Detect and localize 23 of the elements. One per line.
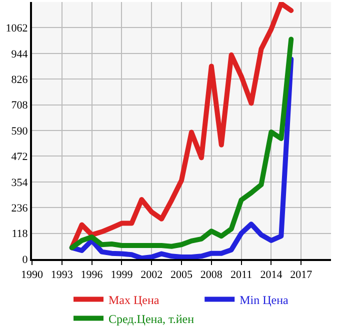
y-tick-label: 472 [11, 151, 28, 164]
x-tick-label: 2014 [260, 269, 283, 282]
y-tick-label: 590 [11, 125, 28, 138]
x-tick-label: 1993 [50, 269, 74, 282]
y-tick-label: 0 [22, 254, 28, 266]
y-tick-label: 826 [11, 74, 28, 86]
x-tick-label: 1990 [21, 269, 44, 282]
y-tick-label: 708 [11, 100, 28, 112]
x-tick-label: 2005 [170, 269, 193, 282]
x-tick-label: 1996 [80, 269, 104, 282]
y-tick-label: 1062 [6, 22, 28, 35]
x-tick-label: 2011 [230, 269, 252, 282]
legend-label: Сред.Цена, т.йен [108, 312, 195, 326]
x-tick-label: 2002 [140, 269, 163, 282]
y-tick-label: 354 [11, 176, 28, 189]
legend-label: Min Цена [240, 292, 290, 307]
x-tick-label: 2017 [290, 269, 313, 282]
y-tick-label: 118 [12, 228, 28, 240]
x-tick-label: 2008 [200, 269, 223, 282]
y-tick-label: 236 [11, 202, 28, 214]
x-tick-label: 1999 [110, 269, 134, 282]
legend-label: Max Цена [108, 292, 160, 307]
y-tick-label: 944 [11, 48, 28, 60]
